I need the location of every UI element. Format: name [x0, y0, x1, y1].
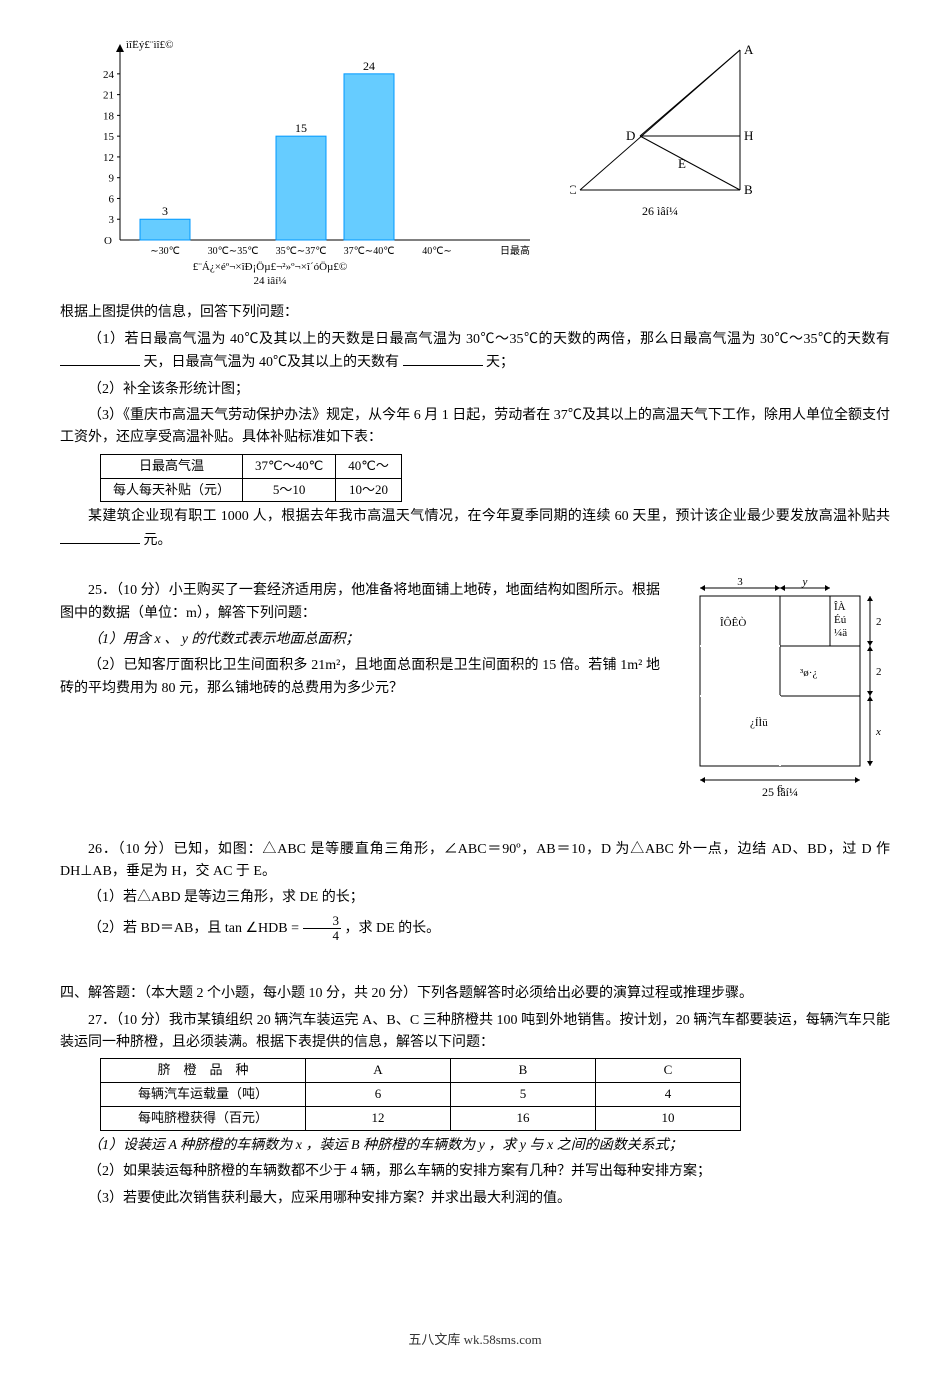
subsidy-h1: 37℃～40℃: [243, 454, 336, 478]
svg-text:26 ìâí¼: 26 ìâí¼: [642, 204, 678, 218]
orange-r1c1: 12: [306, 1107, 451, 1131]
svg-text:ìîÊý£¨ìî£©: ìîÊý£¨ìî£©: [126, 40, 173, 51]
svg-text:2: 2: [876, 666, 882, 678]
subsidy-h0: 日最高气温: [101, 454, 243, 478]
svg-text:Éú: Éú: [834, 614, 847, 626]
svg-text:3: 3: [737, 576, 743, 588]
frac-num: 3: [303, 914, 342, 929]
svg-text:25 ìâí¼: 25 ìâí¼: [762, 785, 798, 799]
blank-yuan: [60, 529, 140, 544]
q24-p1-b: 天，日最高气温为 40℃及其以上的天数有: [144, 355, 400, 370]
orange-r0c2: 5: [451, 1083, 596, 1107]
svg-text:B: B: [744, 182, 753, 197]
table-row: 日最高气温 37℃～40℃ 40℃～: [101, 454, 402, 478]
subsidy-v0: 5～10: [243, 478, 336, 502]
table-row: 脐 橙 品 种 A B C: [101, 1059, 741, 1083]
blank-days2: [403, 351, 483, 366]
section4-heading: 四、解答题：（本大题 2 个小题，每小题 10 分，共 20 分）下列各题解答时…: [60, 983, 890, 1005]
svg-text:37℃∼40℃: 37℃∼40℃: [344, 246, 395, 257]
q25-block: ÎÔÊÒÎÀÉú¼ä³ø·¿¿ÍÌü3y22x625 ìâí¼ 25．（10 分…: [60, 576, 890, 814]
table-row: 每吨脐橙获得（百元） 12 16 10: [101, 1107, 741, 1131]
svg-text:9: 9: [109, 173, 115, 185]
triangle-diagram: A B C D E H 26 ìâí¼: [570, 40, 760, 228]
orange-h2: B: [451, 1059, 596, 1083]
svg-text:E: E: [678, 156, 686, 171]
frac-den: 4: [303, 929, 342, 943]
orange-h3: C: [596, 1059, 741, 1083]
table-row: 每人每天补贴（元） 5～10 10～20: [101, 478, 402, 502]
q27-p1: （1）设装运 A 种脐橙的车辆数为 x ，装运 B 种脐橙的车辆数为 y ，求 …: [60, 1135, 890, 1157]
orange-r1c3: 10: [596, 1107, 741, 1131]
svg-text:30℃∼35℃: 30℃∼35℃: [208, 246, 259, 257]
top-figures-row: O 3 6 9 12 15 18 21 24 ìîÊý£¨ìî£© 3 ∼30℃ 30℃∼35℃ 15 35…: [60, 40, 890, 298]
q24-intro: 根据上图提供的信息，回答下列问题：: [60, 302, 890, 324]
fraction-3-4: 3 4: [303, 914, 342, 944]
svg-text:24 ìâí¼: 24 ìâí¼: [254, 275, 287, 287]
svg-text:H: H: [744, 128, 753, 143]
q24-p4-a: 某建筑企业现有职工 1000 人，根据去年我市高温天气情况，在今年夏季同期的连续…: [88, 509, 890, 524]
subsidy-v1: 10～20: [336, 478, 402, 502]
q26-p1: （1）若△ABD 是等边三角形，求 DE 的长；: [60, 887, 890, 909]
page-footer: 五八文库 wk.58sms.com: [60, 1330, 890, 1351]
svg-text:ÎÀ: ÎÀ: [834, 601, 846, 613]
subsidy-table: 日最高气温 37℃～40℃ 40℃～ 每人每天补贴（元） 5～10 10～20: [100, 454, 402, 503]
orange-table: 脐 橙 品 种 A B C 每辆汽车运载量（吨） 6 5 4 每吨脐橙获得（百元…: [100, 1058, 741, 1130]
svg-text:12: 12: [103, 152, 114, 164]
svg-text:C: C: [570, 182, 577, 197]
svg-text:¿ÍÌü: ¿ÍÌü: [750, 717, 768, 729]
orange-h0: 脐 橙 品 种: [101, 1059, 306, 1083]
svg-text:∼30℃: ∼30℃: [150, 246, 180, 257]
q26-p2-b: ，求 DE 的长。: [345, 921, 441, 936]
svg-text:3: 3: [109, 214, 115, 226]
svg-text:18: 18: [103, 110, 115, 122]
svg-text:x: x: [875, 726, 881, 738]
svg-text:D: D: [626, 128, 635, 143]
orange-r1c2: 16: [451, 1107, 596, 1131]
q24-p4: 某建筑企业现有职工 1000 人，根据去年我市高温天气情况，在今年夏季同期的连续…: [60, 506, 890, 552]
svg-text:y: y: [802, 576, 808, 588]
subsidy-h2: 40℃～: [336, 454, 402, 478]
floorplan-figure: ÎÔÊÒÎÀÉú¼ä³ø·¿¿ÍÌü3y22x625 ìâí¼: [670, 576, 890, 814]
q24-p1-a: （1）若日最高气温为 40℃及其以上的天数是日最高气温为 30℃～35℃的天数的…: [88, 332, 890, 347]
q26-p2: （2）若 BD＝AB，且 tan ∠HDB = 3 4 ，求 DE 的长。: [60, 914, 890, 944]
svg-text:6: 6: [109, 193, 115, 205]
orange-r1c0: 每吨脐橙获得（百元）: [101, 1107, 306, 1131]
bar-chart: O 3 6 9 12 15 18 21 24 ìîÊý£¨ìî£© 3 ∼30℃ 30℃∼35℃ 15 35…: [60, 40, 530, 298]
orange-r0c0: 每辆汽车运载量（吨）: [101, 1083, 306, 1107]
svg-text:A: A: [744, 42, 754, 57]
q24-p1-c: 天；: [486, 355, 514, 370]
svg-text:³ø·¿: ³ø·¿: [800, 667, 817, 679]
svg-text:2: 2: [876, 616, 882, 628]
q24-p2: （2）补全该条形统计图；: [60, 379, 890, 401]
svg-text:35℃∼37℃: 35℃∼37℃: [276, 246, 327, 257]
q26-p2-a: （2）若 BD＝AB，且 tan ∠HDB =: [88, 921, 299, 936]
svg-text:£¨Á¿×éº¬×îÐ¡Öµ£¬²»º¬×î´óÖµ£©: £¨Á¿×éº¬×îÐ¡Öµ£¬²»º¬×î´óÖµ£©: [193, 261, 348, 273]
svg-text:40℃∼: 40℃∼: [422, 246, 452, 257]
svg-text:24: 24: [363, 59, 375, 73]
q27-title: 27．（10 分）我市某镇组织 20 辆汽车装运完 A、B、C 三种脐橙共 10…: [60, 1010, 890, 1055]
q26-block: 26．（10 分）已知，如图：△ABC 是等腰直角三角形，∠ABC＝90º，AB…: [60, 839, 890, 944]
svg-text:ÎÔÊÒ: ÎÔÊÒ: [720, 617, 746, 629]
q27-p2: （2）如果装运每种脐橙的车辆数都不少于 4 辆，那么车辆的安排方案有几种？并写出…: [60, 1161, 890, 1183]
q24-p4-b: 元。: [144, 533, 172, 548]
svg-text:3: 3: [162, 204, 168, 218]
svg-text:24: 24: [103, 69, 115, 81]
q24-p1: （1）若日最高气温为 40℃及其以上的天数是日最高气温为 30℃～35℃的天数的…: [60, 329, 890, 375]
svg-text:日最高气温(℃): 日最高气温(℃): [500, 244, 530, 257]
q27-p3: （3）若要使此次销售获利最大，应采用哪种安排方案？并求出最大利润的值。: [60, 1188, 890, 1210]
svg-text:15: 15: [103, 131, 115, 143]
svg-text:15: 15: [295, 121, 307, 135]
q26-title: 26．（10 分）已知，如图：△ABC 是等腰直角三角形，∠ABC＝90º，AB…: [60, 839, 890, 884]
svg-text:O: O: [104, 235, 112, 247]
blank-days1: [60, 351, 140, 366]
subsidy-rl: 每人每天补贴（元）: [101, 478, 243, 502]
svg-text:21: 21: [103, 90, 114, 102]
svg-text:¼ä: ¼ä: [834, 627, 847, 639]
orange-r0c3: 4: [596, 1083, 741, 1107]
orange-r0c1: 6: [306, 1083, 451, 1107]
q24-p3: （3）《重庆市高温天气劳动保护办法》规定，从今年 6 月 1 日起，劳动者在 3…: [60, 405, 890, 450]
table-row: 每辆汽车运载量（吨） 6 5 4: [101, 1083, 741, 1107]
orange-h1: A: [306, 1059, 451, 1083]
section4-block: 四、解答题：（本大题 2 个小题，每小题 10 分，共 20 分）下列各题解答时…: [60, 983, 890, 1210]
